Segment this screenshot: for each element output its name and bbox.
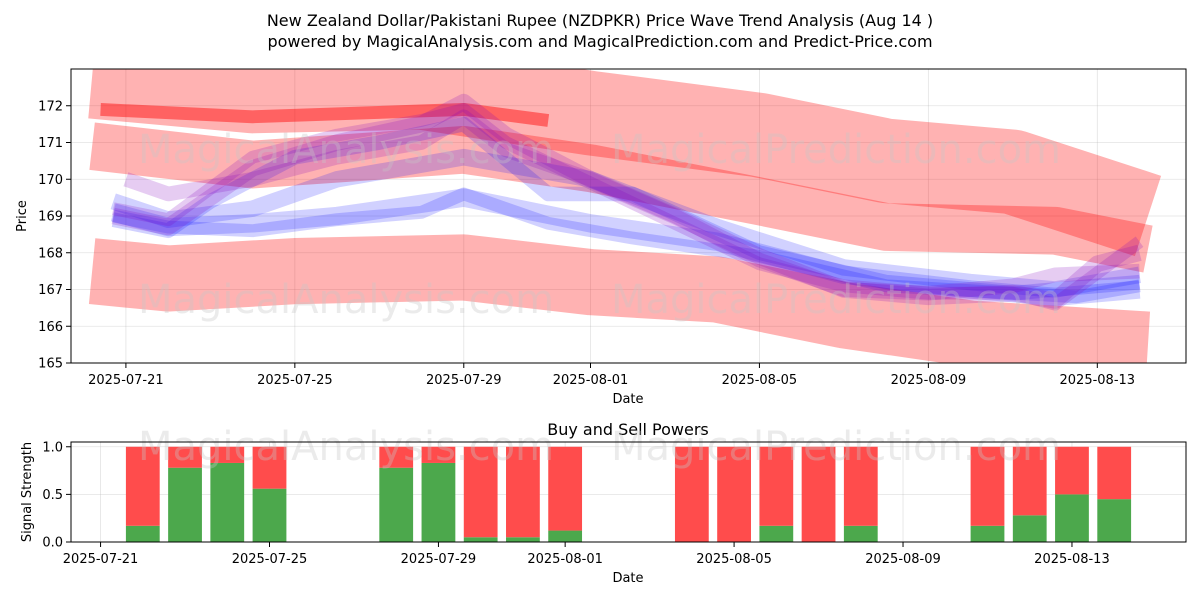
power-title: Buy and Sell Powers: [547, 420, 709, 439]
sell-power-bar: [717, 446, 751, 542]
price-x-tick-label: 2025-08-05: [722, 373, 798, 388]
sell-power-bar: [970, 446, 1005, 526]
power-panel: Buy and Sell Powers MagicalAnalysis.com …: [20, 420, 1187, 586]
buy-power-bar: [252, 488, 287, 542]
price-watermark: MagicalAnalysis.com MagicalPrediction.co…: [138, 127, 1061, 323]
sell-power-bar: [1055, 446, 1089, 495]
buy-power-bar: [379, 467, 414, 542]
sell-power-bar: [168, 446, 202, 468]
price-y-tick-label: 170: [38, 173, 63, 188]
power-x-tick-label: 2025-07-25: [232, 552, 308, 567]
price-x-tick-label: 2025-07-21: [88, 373, 164, 388]
price-bands: [88, 69, 1162, 363]
price-y-axis: 165 166 167 168 169 170 171 172: [38, 99, 71, 372]
buy-power-bar: [421, 462, 456, 542]
buy-power-bar: [843, 525, 878, 542]
power-plot-frame: [70, 441, 1187, 543]
blue-wave-4: [111, 187, 1141, 304]
chart-title: New Zealand Dollar/Pakistani Rupee (NZDP…: [267, 11, 933, 30]
power-x-axis: 2025-07-21 2025-07-25 2025-07-29 2025-08-01…: [63, 542, 1110, 567]
buy-power-bar: [463, 537, 498, 542]
power-x-tick-label: 2025-07-29: [401, 552, 477, 567]
power-y-tick-label: 0.0: [42, 536, 63, 551]
power-y-axis: 0.0 0.5 1.0: [42, 440, 71, 551]
watermark-left: MagicalAnalysis.com: [138, 127, 554, 173]
price-y-tick-label: 169: [38, 210, 63, 225]
sell-power-bar: [210, 446, 245, 463]
buy-power-bar: [168, 467, 202, 542]
price-y-label: Price: [15, 200, 30, 232]
sell-power-bar: [548, 446, 583, 531]
sell-power-bar: [506, 446, 540, 538]
power-y-tick-label: 0.5: [42, 488, 63, 503]
buy-power-bar: [506, 537, 540, 542]
power-x-tick-label: 2025-07-21: [63, 552, 139, 567]
buy-power-bar: [1055, 494, 1089, 542]
buy-power-bar: [210, 462, 245, 542]
price-y-tick-label: 172: [38, 99, 63, 114]
sell-power-bar: [674, 446, 709, 542]
price-x-tick-label: 2025-08-13: [1060, 373, 1136, 388]
power-x-label: Date: [612, 571, 643, 586]
watermark-right-lower: MagicalPrediction.com: [611, 277, 1061, 323]
price-panel: MagicalAnalysis.com MagicalPrediction.co…: [15, 68, 1187, 407]
power-x-tick-label: 2025-08-09: [865, 552, 941, 567]
sell-power-bar: [759, 446, 794, 526]
buy-power-bar: [759, 525, 794, 542]
purple-wave-2: [111, 102, 1144, 311]
sell-power-bar: [421, 446, 456, 463]
buy-power-bar: [970, 525, 1005, 542]
price-y-tick-label: 167: [38, 283, 63, 298]
power-x-tick-label: 2025-08-01: [527, 552, 603, 567]
power-watermark: MagicalAnalysis.com MagicalPrediction.co…: [138, 424, 1061, 470]
lower-red-band: [88, 234, 1151, 363]
power-y-tick-label: 1.0: [42, 440, 63, 455]
price-x-tick-label: 2025-08-09: [891, 373, 967, 388]
price-x-axis: 2025-07-21 2025-07-25 2025-07-29 2025-08-01…: [88, 363, 1135, 388]
sell-power-bar: [801, 446, 836, 542]
blue-wave-2: [110, 148, 1141, 298]
power-x-tick-label: 2025-08-13: [1034, 552, 1110, 567]
sell-power-bar: [1012, 446, 1047, 516]
buy-power-bar: [548, 530, 583, 542]
watermark-right: MagicalPrediction.com: [611, 127, 1061, 173]
power-bars: [125, 446, 1132, 542]
watermark-left-power: MagicalAnalysis.com: [138, 424, 554, 470]
purple-wave-3: [123, 109, 1140, 301]
price-x-label: Date: [612, 392, 643, 407]
blue-wave-3: [111, 116, 1141, 301]
upper-red-band: [88, 69, 1162, 257]
price-x-tick-label: 2025-07-29: [426, 373, 502, 388]
sell-power-bar: [252, 446, 287, 489]
price-y-tick-label: 171: [38, 136, 63, 151]
buy-power-bar: [125, 525, 160, 542]
price-y-tick-label: 168: [38, 246, 63, 261]
power-y-label: Signal Strength: [20, 442, 35, 542]
watermark-right-power: MagicalPrediction.com: [611, 424, 1061, 470]
power-x-tick-label: 2025-08-05: [696, 552, 772, 567]
top-red-spike: [100, 102, 550, 127]
buy-power-bar: [1097, 499, 1132, 542]
price-y-tick-label: 166: [38, 320, 63, 335]
price-x-tick-label: 2025-08-01: [553, 373, 629, 388]
chart-subtitle: powered by MagicalAnalysis.com and Magic…: [267, 32, 932, 51]
sell-power-bar: [1097, 446, 1132, 500]
sell-power-bar: [843, 446, 878, 526]
watermark-left-lower: MagicalAnalysis.com: [138, 277, 554, 323]
sell-power-bar: [463, 446, 498, 538]
sell-power-bar: [379, 446, 414, 468]
price-grid: [71, 69, 1186, 364]
middle-red-band: [89, 122, 1153, 273]
blue-wave-1: [110, 188, 1141, 307]
sell-power-bar: [125, 446, 160, 526]
price-y-tick-label: 165: [38, 357, 63, 372]
buy-power-bar: [1012, 515, 1047, 542]
purple-wave-1: [111, 93, 1142, 309]
price-x-tick-label: 2025-07-25: [257, 373, 333, 388]
